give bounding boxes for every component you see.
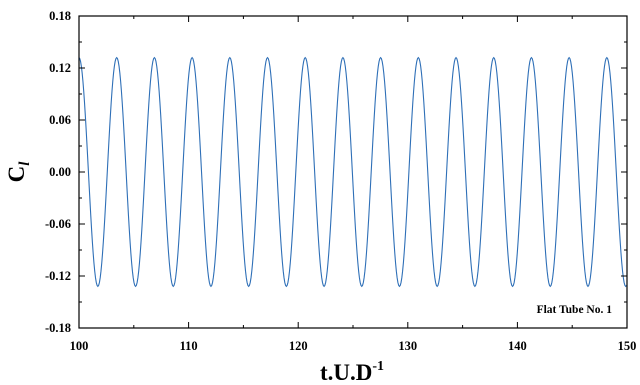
- y-tick-label-0.06: 0.06: [49, 113, 71, 127]
- y-tick-label--0.18: -0.18: [45, 321, 71, 335]
- y-tick-label--0.12: -0.12: [45, 269, 71, 283]
- series-line-1: [78, 56, 627, 288]
- y-tick-label-0.18: 0.18: [49, 9, 71, 23]
- x-tick-label-120: 120: [289, 339, 308, 353]
- y-axis-title-main: C: [4, 166, 29, 183]
- x-axis-title-main: t.U.D: [320, 360, 372, 385]
- x-tick-label-110: 110: [180, 339, 198, 353]
- x-tick-label-130: 130: [398, 339, 417, 353]
- y-tick-label-0.00: 0.00: [49, 165, 71, 179]
- x-tick-label-100: 100: [70, 339, 89, 353]
- x-axis-title-superscript: -1: [372, 359, 384, 374]
- y-axis-title: Cl: [4, 161, 33, 183]
- plot-layer: 100 110 120 130 140 150 0.18 0.12 0.06 0.00 -0.06 -…: [45, 9, 636, 353]
- y-axis-title-subscript: l: [17, 161, 33, 166]
- x-tick-label-150: 150: [618, 339, 637, 353]
- y-tick-label-0.12: 0.12: [49, 61, 71, 75]
- x-axis-title: t.U.D-1: [320, 359, 384, 385]
- y-tick-label--0.06: -0.06: [45, 217, 71, 231]
- plot-frame: [78, 15, 628, 329]
- x-tick-label-140: 140: [508, 339, 527, 353]
- annotation-label: Flat Tube No. 1: [537, 304, 613, 316]
